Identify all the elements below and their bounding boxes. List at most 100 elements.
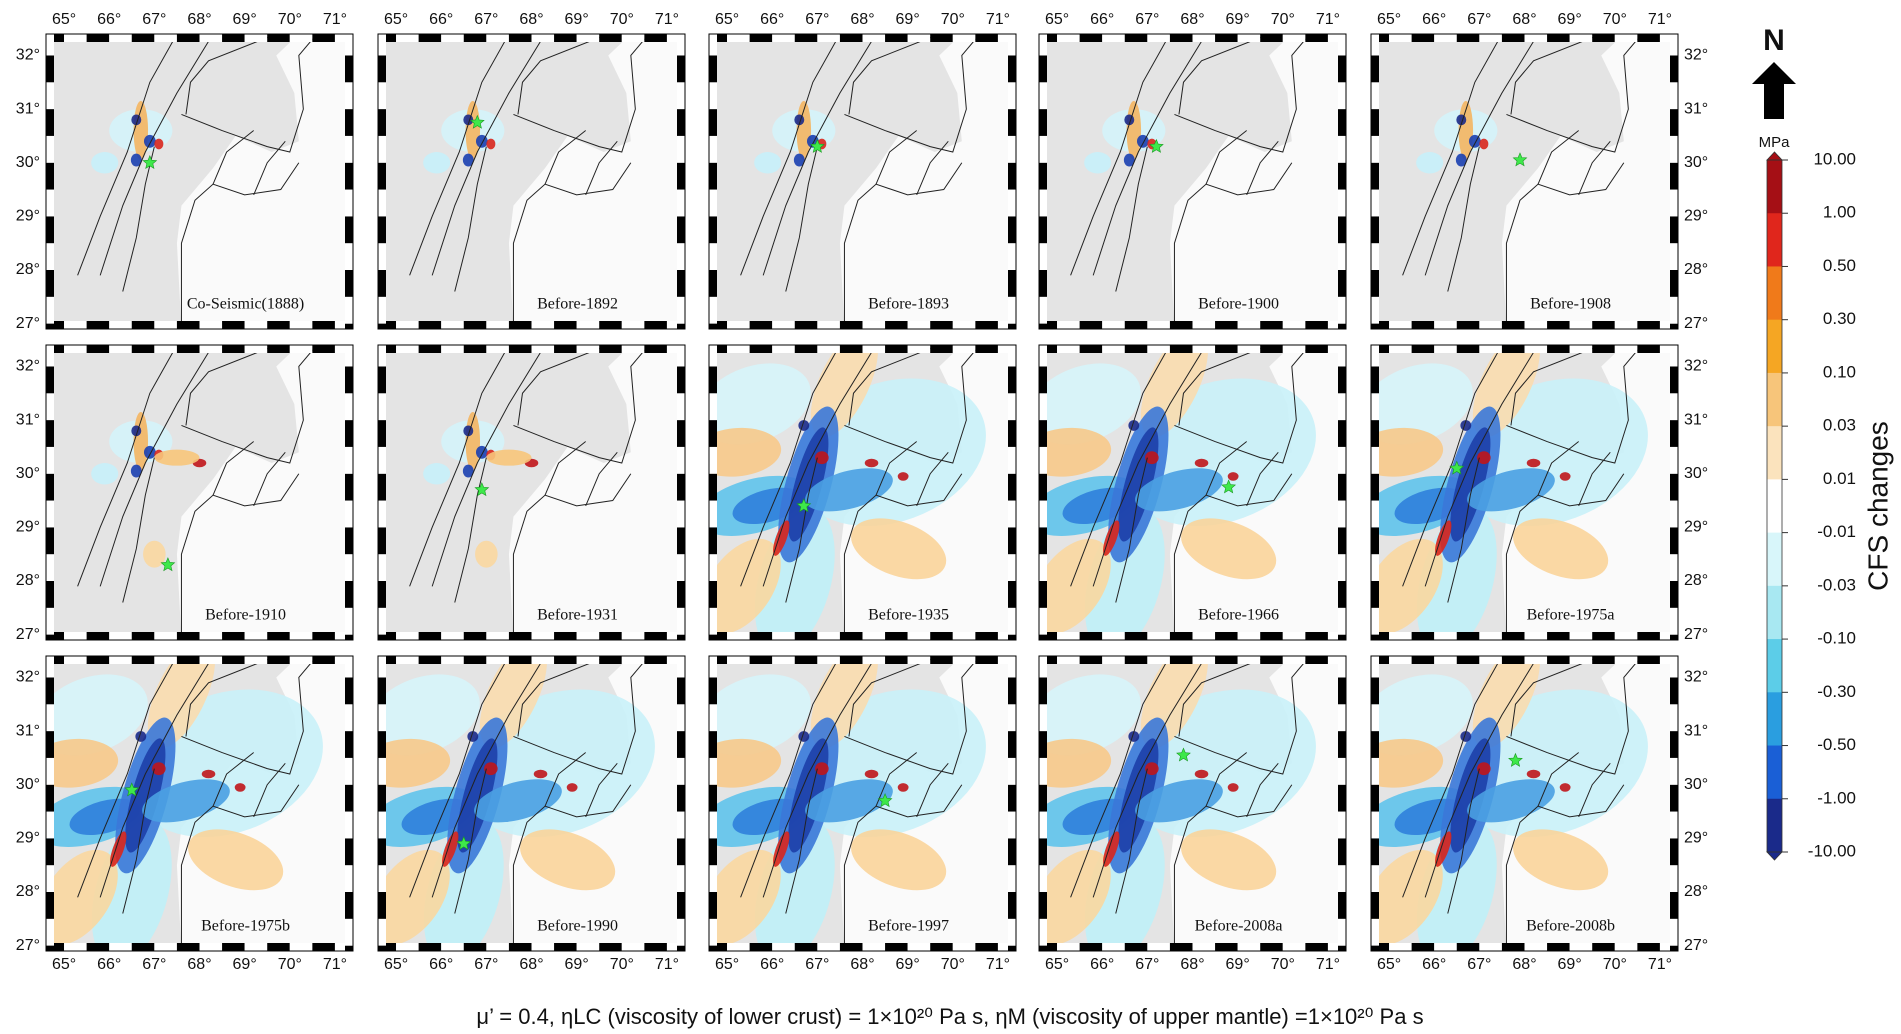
x-tick-label: 66° [1090,11,1114,28]
frame-band [677,581,685,608]
frame-band [46,34,54,56]
map-panel [1371,656,1678,951]
frame-band [709,162,717,190]
frame-band [1592,321,1615,329]
frame-band [1260,345,1283,353]
frame-band [531,321,555,329]
frame-band [154,321,177,329]
frame-band [46,393,54,421]
frame-band [345,527,353,555]
frame-band [1305,632,1328,640]
frame-band [1338,243,1346,270]
frame-band [1569,345,1593,353]
frame-band [86,656,110,664]
frame-band [997,632,1016,640]
frame-band [378,34,386,56]
frame-band [749,656,773,664]
frame-band [1124,943,1148,951]
panel-border [377,344,686,641]
frame-band [378,731,386,758]
frame-band [677,420,685,447]
frame-band [1039,270,1047,297]
frame-band [1039,656,1058,664]
frame-band [267,632,290,640]
fault-line [785,768,818,914]
frame-band [486,34,509,42]
frame-band [1039,632,1058,640]
stress-lobe [91,463,119,485]
frame-band [378,656,397,664]
frame-band [46,34,65,42]
frame-band [1338,296,1346,324]
frame-band [334,943,353,951]
fault-line [1510,345,1602,426]
frame-band [677,34,685,56]
stress-lobe [1103,831,1120,867]
frame-band [727,345,750,353]
stress-lobe [474,779,562,823]
frame-band [930,345,953,353]
stress-lobe [773,831,790,867]
frame-band [1434,632,1457,640]
colorbar-unit: MPa [1759,134,1791,151]
frame-band [1389,656,1412,664]
frame-band [1338,366,1346,394]
stress-lobe [1135,779,1223,823]
frame-band [952,656,976,664]
frame-band [997,34,1016,42]
frame-band [64,345,87,353]
frame-band [599,943,622,951]
frame-band [312,943,335,951]
frame-band [1434,943,1457,951]
frame-band [709,704,717,732]
frame-band [644,656,667,664]
frame-band [378,473,386,501]
frame-band [772,632,795,640]
frame-band [86,34,110,42]
frame-band [1039,135,1047,163]
frame-band [441,656,464,664]
frame-band [131,656,155,664]
frame-band [621,321,645,329]
frame-band [289,34,313,42]
fault-line [762,656,877,898]
frame-band [1670,838,1678,866]
frame-band [378,757,386,785]
x-tick-label: 71° [986,956,1010,973]
fault-line [212,752,254,807]
panel-title: Before-1997 [868,918,949,935]
frame-band [1411,321,1435,329]
frame-band [1215,632,1238,640]
frame-band [1411,345,1435,353]
frame-band [1039,581,1047,608]
frame-band [46,82,54,110]
fault-line [1178,345,1270,426]
x-tick-label: 67° [805,956,829,973]
epicenter-star [1221,479,1237,494]
plain-area [508,345,685,640]
frame-band [997,943,1016,951]
stress-lobe [462,153,474,167]
frame-band [378,865,386,892]
fault-line [785,457,818,603]
frame-band [345,945,353,951]
y-tick-label: 29° [1684,830,1708,847]
x-tick-label: 69° [896,956,920,973]
y-tick-label: 28° [16,883,40,900]
fault-line [517,34,609,115]
frame-band [289,656,313,664]
frame-band [677,55,685,83]
frame-band [1008,677,1016,705]
frame-band [1305,943,1328,951]
frame-band [930,656,953,664]
frame-band [677,473,685,501]
stress-lobe [815,762,829,776]
frame-band [334,321,353,329]
frame-band [64,943,87,951]
frame-band [46,109,54,136]
plain-area [1169,34,1346,329]
fault-line [212,130,254,185]
frame-band [1282,943,1306,951]
frame-band [1371,554,1379,581]
fault-line [1174,345,1311,464]
